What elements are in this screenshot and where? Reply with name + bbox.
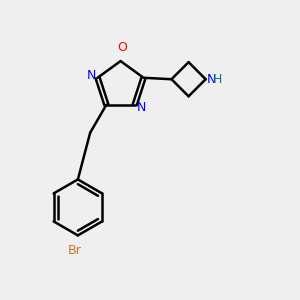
Text: N: N bbox=[206, 73, 216, 86]
Text: O: O bbox=[117, 41, 127, 54]
Text: Br: Br bbox=[68, 244, 81, 257]
Text: H: H bbox=[213, 73, 222, 86]
Text: N: N bbox=[86, 69, 96, 82]
Text: N: N bbox=[136, 100, 146, 114]
